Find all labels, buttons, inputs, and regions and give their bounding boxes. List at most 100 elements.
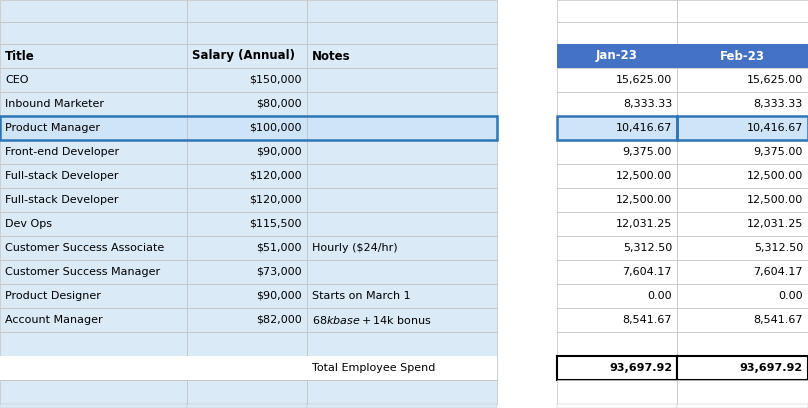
Bar [677, 68, 808, 92]
Bar [557, 380, 677, 404]
Bar [187, 284, 307, 308]
Bar [557, 116, 677, 140]
Bar [0, 116, 497, 140]
Text: Inbound Marketer: Inbound Marketer [5, 99, 104, 109]
Bar [307, 68, 497, 92]
Bar [307, 44, 497, 68]
Bar [307, 236, 497, 260]
Bar [557, 68, 677, 92]
Bar [0, 332, 187, 356]
Text: $82,000: $82,000 [256, 315, 302, 325]
Text: 12,500.00: 12,500.00 [616, 195, 672, 205]
Bar [0, 236, 187, 260]
Text: Product Designer: Product Designer [5, 291, 101, 301]
Bar [187, 140, 307, 164]
Bar [187, 356, 307, 380]
Bar [307, 332, 497, 356]
Text: $150,000: $150,000 [250, 75, 302, 85]
Text: $80,000: $80,000 [256, 99, 302, 109]
Bar [307, 356, 497, 380]
Bar [677, 404, 808, 408]
Bar [557, 236, 677, 260]
Bar [187, 22, 307, 44]
Bar [187, 308, 307, 332]
Bar [187, 380, 307, 404]
Bar [187, 188, 307, 212]
Bar [0, 44, 187, 68]
Bar [557, 356, 677, 380]
Bar [187, 116, 307, 140]
Bar [307, 404, 497, 408]
Bar [557, 404, 677, 408]
Text: 12,500.00: 12,500.00 [747, 171, 803, 181]
Text: Salary (Annual): Salary (Annual) [192, 49, 295, 62]
Bar [0, 22, 187, 44]
Bar [0, 308, 187, 332]
Bar [677, 0, 808, 22]
Text: $115,500: $115,500 [250, 219, 302, 229]
Bar [557, 44, 677, 68]
Bar [0, 116, 187, 140]
Bar [307, 116, 497, 140]
Bar [307, 380, 497, 404]
Bar [0, 380, 187, 404]
Text: $68k base + $14k bonus: $68k base + $14k bonus [312, 314, 432, 326]
Bar [187, 260, 307, 284]
Bar [557, 284, 677, 308]
Bar [557, 212, 677, 236]
Bar [677, 212, 808, 236]
Bar [677, 284, 808, 308]
Bar [557, 92, 677, 116]
Text: 0.00: 0.00 [647, 291, 672, 301]
Text: $90,000: $90,000 [256, 291, 302, 301]
Text: 5,312.50: 5,312.50 [754, 243, 803, 253]
Bar [677, 22, 808, 44]
Text: 8,333.33: 8,333.33 [754, 99, 803, 109]
Text: 15,625.00: 15,625.00 [747, 75, 803, 85]
Text: 93,697.92: 93,697.92 [609, 363, 672, 373]
Text: Customer Success Associate: Customer Success Associate [5, 243, 164, 253]
Bar [557, 140, 677, 164]
Text: $73,000: $73,000 [256, 267, 302, 277]
Text: 7,604.17: 7,604.17 [622, 267, 672, 277]
Bar [677, 236, 808, 260]
Bar [187, 212, 307, 236]
Bar [677, 116, 808, 140]
Bar [187, 44, 307, 68]
Bar [677, 260, 808, 284]
Bar [0, 260, 187, 284]
Text: 5,312.50: 5,312.50 [623, 243, 672, 253]
Text: 15,625.00: 15,625.00 [616, 75, 672, 85]
Bar [307, 212, 497, 236]
Bar [187, 404, 307, 408]
Text: Front-end Developer: Front-end Developer [5, 147, 119, 157]
Text: 12,500.00: 12,500.00 [747, 195, 803, 205]
Bar [0, 188, 187, 212]
Bar [0, 0, 187, 22]
Text: Full-stack Developer: Full-stack Developer [5, 195, 119, 205]
Bar [677, 356, 808, 380]
Bar [307, 188, 497, 212]
Text: Full-stack Developer: Full-stack Developer [5, 171, 119, 181]
Bar [557, 356, 677, 380]
Text: Notes: Notes [312, 49, 351, 62]
Bar [307, 308, 497, 332]
Bar [0, 92, 187, 116]
Text: Dev Ops: Dev Ops [5, 219, 52, 229]
Text: 10,416.67: 10,416.67 [616, 123, 672, 133]
Text: 8,333.33: 8,333.33 [623, 99, 672, 109]
Bar [187, 164, 307, 188]
Text: $100,000: $100,000 [250, 123, 302, 133]
Text: Starts on March 1: Starts on March 1 [312, 291, 410, 301]
Bar [307, 92, 497, 116]
Bar [677, 164, 808, 188]
Bar [307, 164, 497, 188]
Bar [557, 22, 677, 44]
Text: 93,697.92: 93,697.92 [740, 363, 803, 373]
Bar [0, 164, 187, 188]
Text: Jan-23: Jan-23 [596, 49, 638, 62]
Text: Hourly ($24/hr): Hourly ($24/hr) [312, 243, 398, 253]
Bar [0, 356, 187, 380]
Bar [677, 356, 808, 380]
Bar [0, 284, 187, 308]
